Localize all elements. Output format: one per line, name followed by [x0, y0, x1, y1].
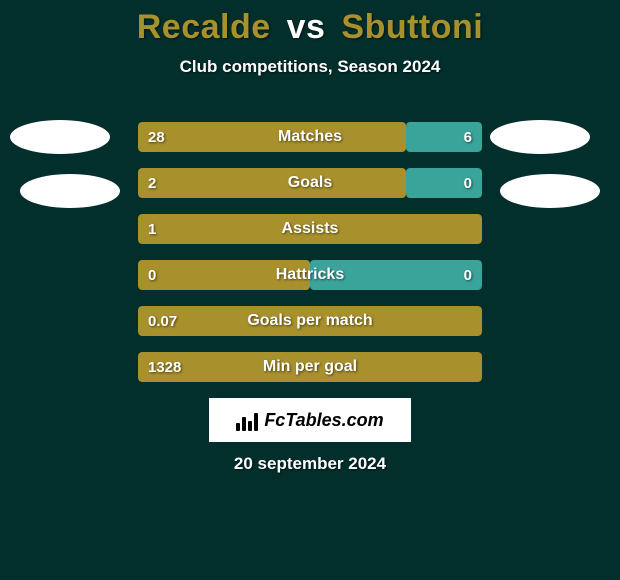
- stat-bar-left: [138, 168, 406, 198]
- stat-bar-left: [138, 260, 310, 290]
- comparison-title: Recalde vs Sbuttoni: [0, 0, 620, 47]
- stat-row: Goals20: [138, 168, 482, 198]
- stat-bar-left: [138, 352, 482, 382]
- bar-chart-icon: [236, 409, 258, 431]
- stat-bar-left: [138, 306, 482, 336]
- player1-oval-bottom: [20, 174, 120, 208]
- branding-box: FcTables.com: [209, 398, 411, 442]
- footer-date: 20 september 2024: [0, 454, 620, 474]
- stat-bar-right: [406, 122, 482, 152]
- stat-bar-right: [406, 168, 482, 198]
- stat-bar-left: [138, 122, 406, 152]
- stat-row: Matches286: [138, 122, 482, 152]
- stats-bars-container: Matches286 Goals20 Assists1 Hattricks00 Goal…: [138, 122, 482, 398]
- stat-row: Assists1: [138, 214, 482, 244]
- stat-row: Hattricks00: [138, 260, 482, 290]
- stat-row: Goals per match0.07: [138, 306, 482, 336]
- vs-text: vs: [281, 8, 332, 46]
- player2-name: Sbuttoni: [341, 8, 483, 46]
- player2-oval-top: [490, 120, 590, 154]
- subtitle: Club competitions, Season 2024: [0, 57, 620, 77]
- player1-name: Recalde: [137, 8, 271, 46]
- stat-bar-left: [138, 214, 482, 244]
- player1-oval-top: [10, 120, 110, 154]
- stat-bar-right: [310, 260, 482, 290]
- player2-oval-bottom: [500, 174, 600, 208]
- branding-text: FcTables.com: [264, 410, 383, 431]
- stat-row: Min per goal1328: [138, 352, 482, 382]
